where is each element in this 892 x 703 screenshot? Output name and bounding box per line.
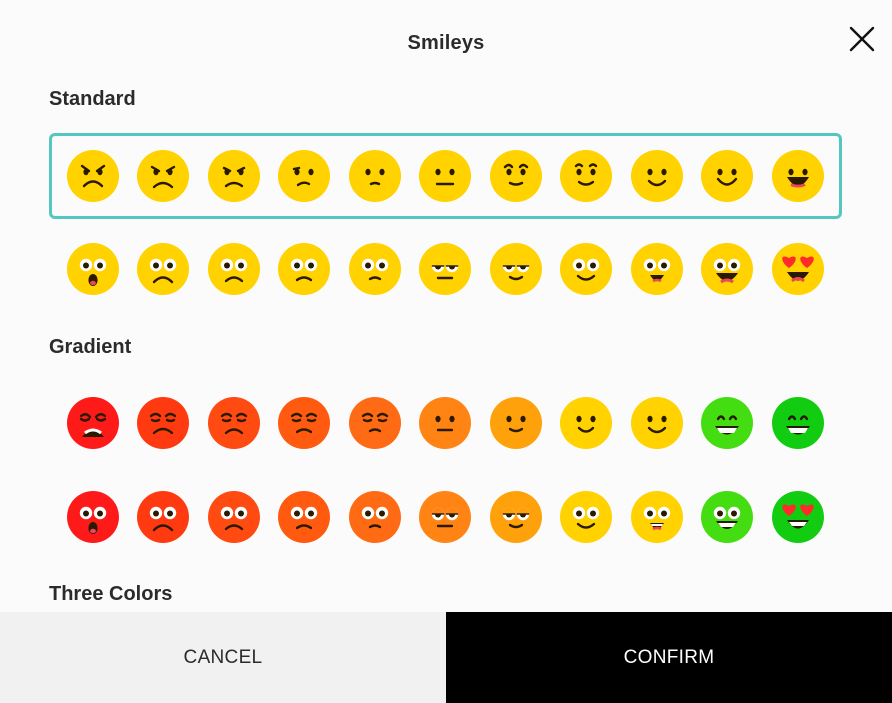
smiley-frown-icon[interactable] [208,243,260,295]
smiley-displeased-icon[interactable] [278,150,330,202]
smiley-happy-icon[interactable] [631,491,683,543]
smiley-row[interactable] [49,226,842,312]
smiley-heart-eyes-icon[interactable] [772,243,824,295]
smiley-skeptical-icon[interactable] [349,243,401,295]
section-label-gradient: Gradient [49,336,132,358]
smiley-smile-icon[interactable] [560,243,612,295]
close-icon[interactable] [849,26,875,52]
smiley-slight-smile-icon[interactable] [631,150,683,202]
smiley-grumpy-icon[interactable] [208,150,260,202]
section-label-standard: Standard [49,88,136,110]
confirm-button[interactable]: CONFIRM [446,612,892,703]
smiley-sad-icon[interactable] [137,243,189,295]
smiley-unsure-icon[interactable] [490,150,542,202]
smiley-weary-icon[interactable] [137,397,189,449]
section-label-three-colors: Three Colors [49,583,173,605]
smiley-angry-icon[interactable] [67,150,119,202]
smiley-smile-icon[interactable] [701,150,753,202]
smiley-neutral-icon[interactable] [419,150,471,202]
smiley-big-grin-icon[interactable] [772,397,824,449]
smiley-worried-icon[interactable] [349,150,401,202]
smiley-smile-icon[interactable] [560,491,612,543]
smiley-neutral-icon[interactable] [419,397,471,449]
smiley-happy-icon[interactable] [631,243,683,295]
smiley-row[interactable] [49,474,842,560]
smiley-row[interactable] [49,380,842,466]
smiley-sad-icon[interactable] [278,491,330,543]
smiley-grin-icon[interactable] [772,150,824,202]
smiley-shocked-icon[interactable] [67,243,119,295]
smiley-concerned-icon[interactable] [278,243,330,295]
dialog-title: Smileys [407,32,485,54]
smiley-pensive-icon[interactable] [349,397,401,449]
smiley-calm-icon[interactable] [490,397,542,449]
smiley-row[interactable] [49,133,842,219]
smiley-frown-icon[interactable] [208,491,260,543]
smiley-sad-icon[interactable] [208,397,260,449]
smiley-upset-icon[interactable] [137,491,189,543]
smiley-meh-icon[interactable] [419,491,471,543]
smiley-joy-icon[interactable] [701,491,753,543]
smiley-doubtful-icon[interactable] [349,491,401,543]
smiley-meh-icon[interactable] [419,243,471,295]
cancel-button[interactable]: CANCEL [0,612,446,703]
smiley-unhappy-icon[interactable] [278,397,330,449]
smiley-content-icon[interactable] [490,491,542,543]
smiley-heart-eyes-icon[interactable] [772,491,824,543]
smiley-content-icon[interactable] [490,243,542,295]
smiley-crying-icon[interactable] [67,397,119,449]
smiley-excited-icon[interactable] [701,243,753,295]
smiley-slightly-unsure-icon[interactable] [560,150,612,202]
smiley-mad-icon[interactable] [137,150,189,202]
smiley-smile-icon[interactable] [560,397,612,449]
smiley-grin-icon[interactable] [701,397,753,449]
smiley-shocked-icon[interactable] [67,491,119,543]
smiley-happy-icon[interactable] [631,397,683,449]
